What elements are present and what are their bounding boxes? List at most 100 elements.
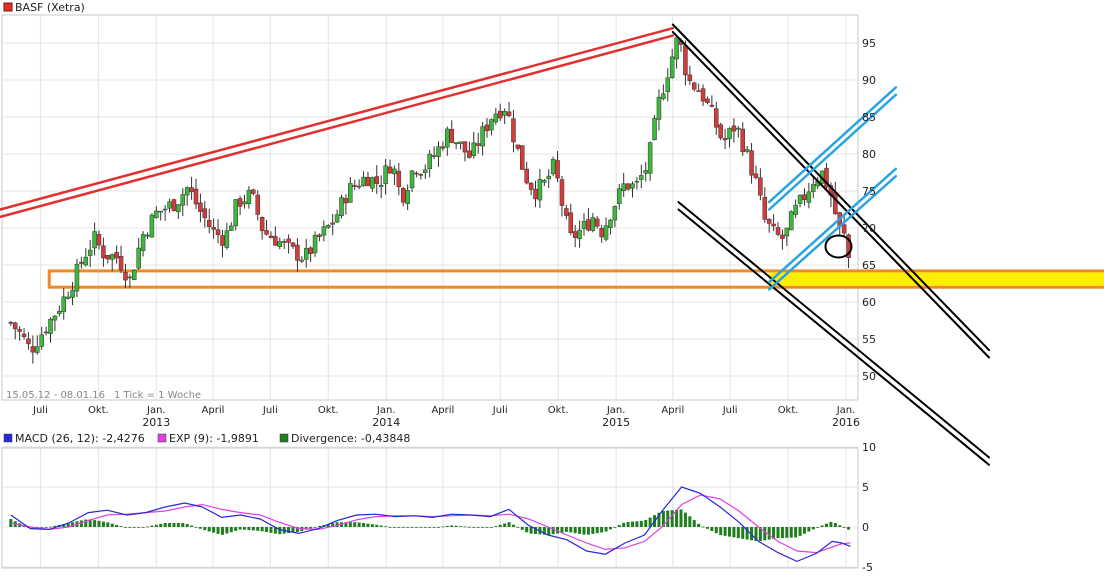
divergence-bar xyxy=(670,510,674,527)
highlight-circle xyxy=(824,234,853,259)
divergence-bar xyxy=(291,527,295,533)
candle-body xyxy=(784,227,790,237)
candle-body xyxy=(674,37,679,60)
divergence-bar xyxy=(388,526,392,528)
divergence-bars xyxy=(9,509,851,542)
divergence-bar xyxy=(511,524,515,527)
divergence-bar xyxy=(419,527,423,528)
divergence-bar xyxy=(833,523,837,527)
divergence-bar xyxy=(53,525,57,527)
candle-body xyxy=(833,192,838,214)
divergence-bar xyxy=(309,527,313,529)
divergence-bar xyxy=(776,527,780,539)
candle-body xyxy=(714,108,719,128)
macd-y-tick-label: 10 xyxy=(862,441,876,454)
candle-body xyxy=(339,197,344,216)
candle-body xyxy=(127,276,133,279)
divergence-bar xyxy=(679,509,683,527)
legend-swatch xyxy=(3,433,13,443)
candle-body xyxy=(780,234,785,239)
x-tick-label: Okt. xyxy=(318,405,339,416)
divergence-bar xyxy=(176,523,180,527)
divergence-bar xyxy=(375,524,379,527)
candle-body xyxy=(356,185,362,188)
candle-body xyxy=(409,170,415,189)
candle-body xyxy=(352,185,357,187)
candle-body xyxy=(502,110,507,116)
divergence-bar xyxy=(225,527,229,534)
candle-body xyxy=(251,189,256,194)
candle-body xyxy=(564,208,569,216)
divergence-bar xyxy=(97,520,101,527)
divergence-bar xyxy=(326,524,330,527)
divergence-bar xyxy=(168,523,172,527)
divergence-bar xyxy=(714,527,718,534)
candle-body xyxy=(414,172,419,175)
candle-body xyxy=(405,190,410,204)
divergence-bar xyxy=(604,527,608,532)
candle-body xyxy=(740,128,745,153)
divergence-bar xyxy=(507,522,511,527)
divergence-bar xyxy=(463,526,467,528)
candle-body xyxy=(625,183,631,190)
candle-body xyxy=(259,216,265,232)
candle-body xyxy=(365,176,371,187)
divergence-bar xyxy=(573,527,577,534)
divergence-bar xyxy=(49,526,53,528)
divergence-bar xyxy=(644,519,648,527)
divergence-bar xyxy=(234,527,238,531)
divergence-bar xyxy=(370,524,374,527)
candle-body xyxy=(334,214,340,223)
divergence-bar xyxy=(357,522,361,527)
divergence-bar xyxy=(600,527,604,533)
candle-body xyxy=(431,155,437,157)
candle-body xyxy=(453,142,459,145)
candle-body xyxy=(17,329,22,332)
divergence-bar xyxy=(719,527,723,536)
divergence-bar xyxy=(608,527,612,530)
candle-body xyxy=(92,231,97,249)
candle-body xyxy=(396,170,402,188)
divergence-bar xyxy=(631,521,635,527)
divergence-bar xyxy=(816,527,820,528)
divergence-bar xyxy=(842,527,846,528)
divergence-bar xyxy=(591,527,595,534)
divergence-bar xyxy=(93,520,97,527)
candle-body xyxy=(520,145,525,170)
divergence-bar xyxy=(198,527,202,529)
candle-body xyxy=(268,235,274,239)
candle-body xyxy=(35,346,40,353)
divergence-bar xyxy=(273,527,277,534)
divergence-bar xyxy=(467,526,471,528)
divergence-bar xyxy=(586,527,590,535)
candle-body xyxy=(198,202,203,212)
candle-body xyxy=(277,241,283,247)
divergence-bar xyxy=(119,526,123,527)
candle-body xyxy=(167,201,172,209)
legend-swatch xyxy=(157,433,167,443)
divergence-bar xyxy=(639,520,643,527)
divergence-bar xyxy=(269,527,273,533)
divergence-bar xyxy=(723,527,727,536)
divergence-bar xyxy=(551,527,555,535)
main-plot-frame xyxy=(1,14,859,401)
divergence-bar xyxy=(595,527,599,534)
candle-body xyxy=(326,225,331,228)
candle-body xyxy=(555,160,560,179)
candle-body xyxy=(546,175,551,180)
divergence-bar xyxy=(450,525,454,527)
candle-body xyxy=(273,236,278,246)
divergence-bar xyxy=(635,521,639,527)
divergence-bar xyxy=(212,527,216,533)
divergence-bar xyxy=(150,525,154,527)
divergence-bar xyxy=(794,527,798,538)
candle-body xyxy=(295,244,300,261)
divergence-bar xyxy=(353,522,357,527)
y-tick-label: 95 xyxy=(862,37,876,50)
candle-body xyxy=(96,234,102,246)
candle-body xyxy=(736,127,741,130)
divergence-bar xyxy=(503,523,507,527)
candle-body xyxy=(533,188,538,200)
divergence-bar xyxy=(626,521,630,527)
candle-body xyxy=(665,77,671,93)
